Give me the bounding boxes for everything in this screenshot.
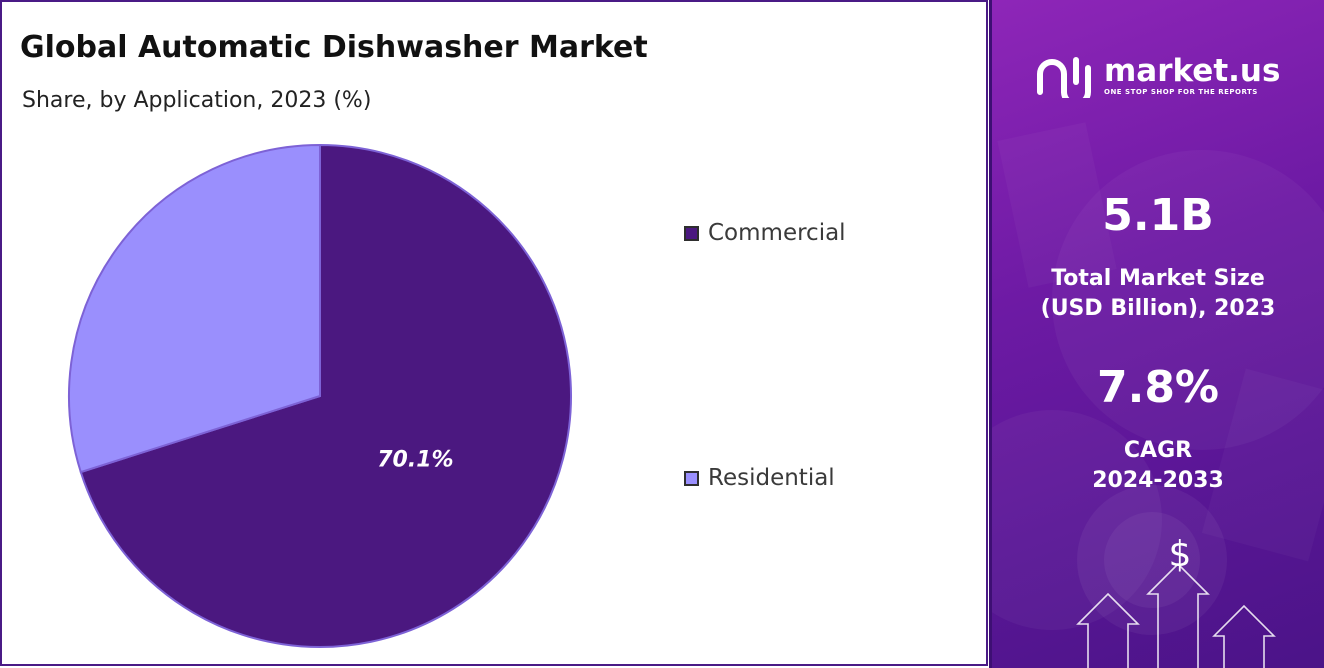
- pie-slices: [68, 143, 572, 648]
- dollar-symbol: $: [1169, 534, 1192, 575]
- market-us-logo-icon: [1037, 57, 1091, 98]
- chart-title: Global Automatic Dishwasher Market: [20, 30, 648, 65]
- chart-subtitle: Share, by Application, 2023 (%): [22, 88, 372, 113]
- pie-slice-residential: [68, 143, 321, 474]
- background-decoration: [992, 150, 1324, 635]
- legend-label: Residential: [708, 465, 835, 491]
- cagr-label-line1: CAGR: [1123, 438, 1193, 463]
- chart-panel: Global Automatic Dishwasher Market Share…: [0, 0, 988, 666]
- cagr-value: 7.8%: [1096, 362, 1220, 413]
- market-us-logo: market.us ONE STOP SHOP FOR THE REPORTS: [1036, 52, 1280, 98]
- market-size-label-line1: Total Market Size: [1051, 266, 1265, 291]
- logo-name: market.us: [1104, 52, 1281, 89]
- logo-tagline: ONE STOP SHOP FOR THE REPORTS: [1104, 87, 1258, 96]
- legend-item-commercial: Commercial: [684, 220, 846, 246]
- summary-sidebar: market.us ONE STOP SHOP FOR THE REPORTS …: [989, 0, 1324, 668]
- dollar-growth-arrows-icon: $: [1076, 534, 1276, 668]
- legend-swatch: [684, 470, 699, 486]
- pie-data-labels: 70.1%: [377, 448, 453, 473]
- legend-label: Commercial: [708, 220, 846, 246]
- cagr-label-line2: 2024-2033: [1092, 468, 1224, 493]
- legend-item-residential: Residential: [684, 465, 835, 491]
- legend-swatch: [684, 225, 699, 241]
- market-size-label-line2: (USD Billion), 2023: [1040, 296, 1276, 321]
- pie-slice-commercial: [79, 143, 572, 648]
- pie-data-label-commercial: 70.1%: [377, 448, 453, 473]
- market-size-value: 5.1B: [1102, 190, 1214, 241]
- pie-chart: 70.1%: [68, 143, 572, 648]
